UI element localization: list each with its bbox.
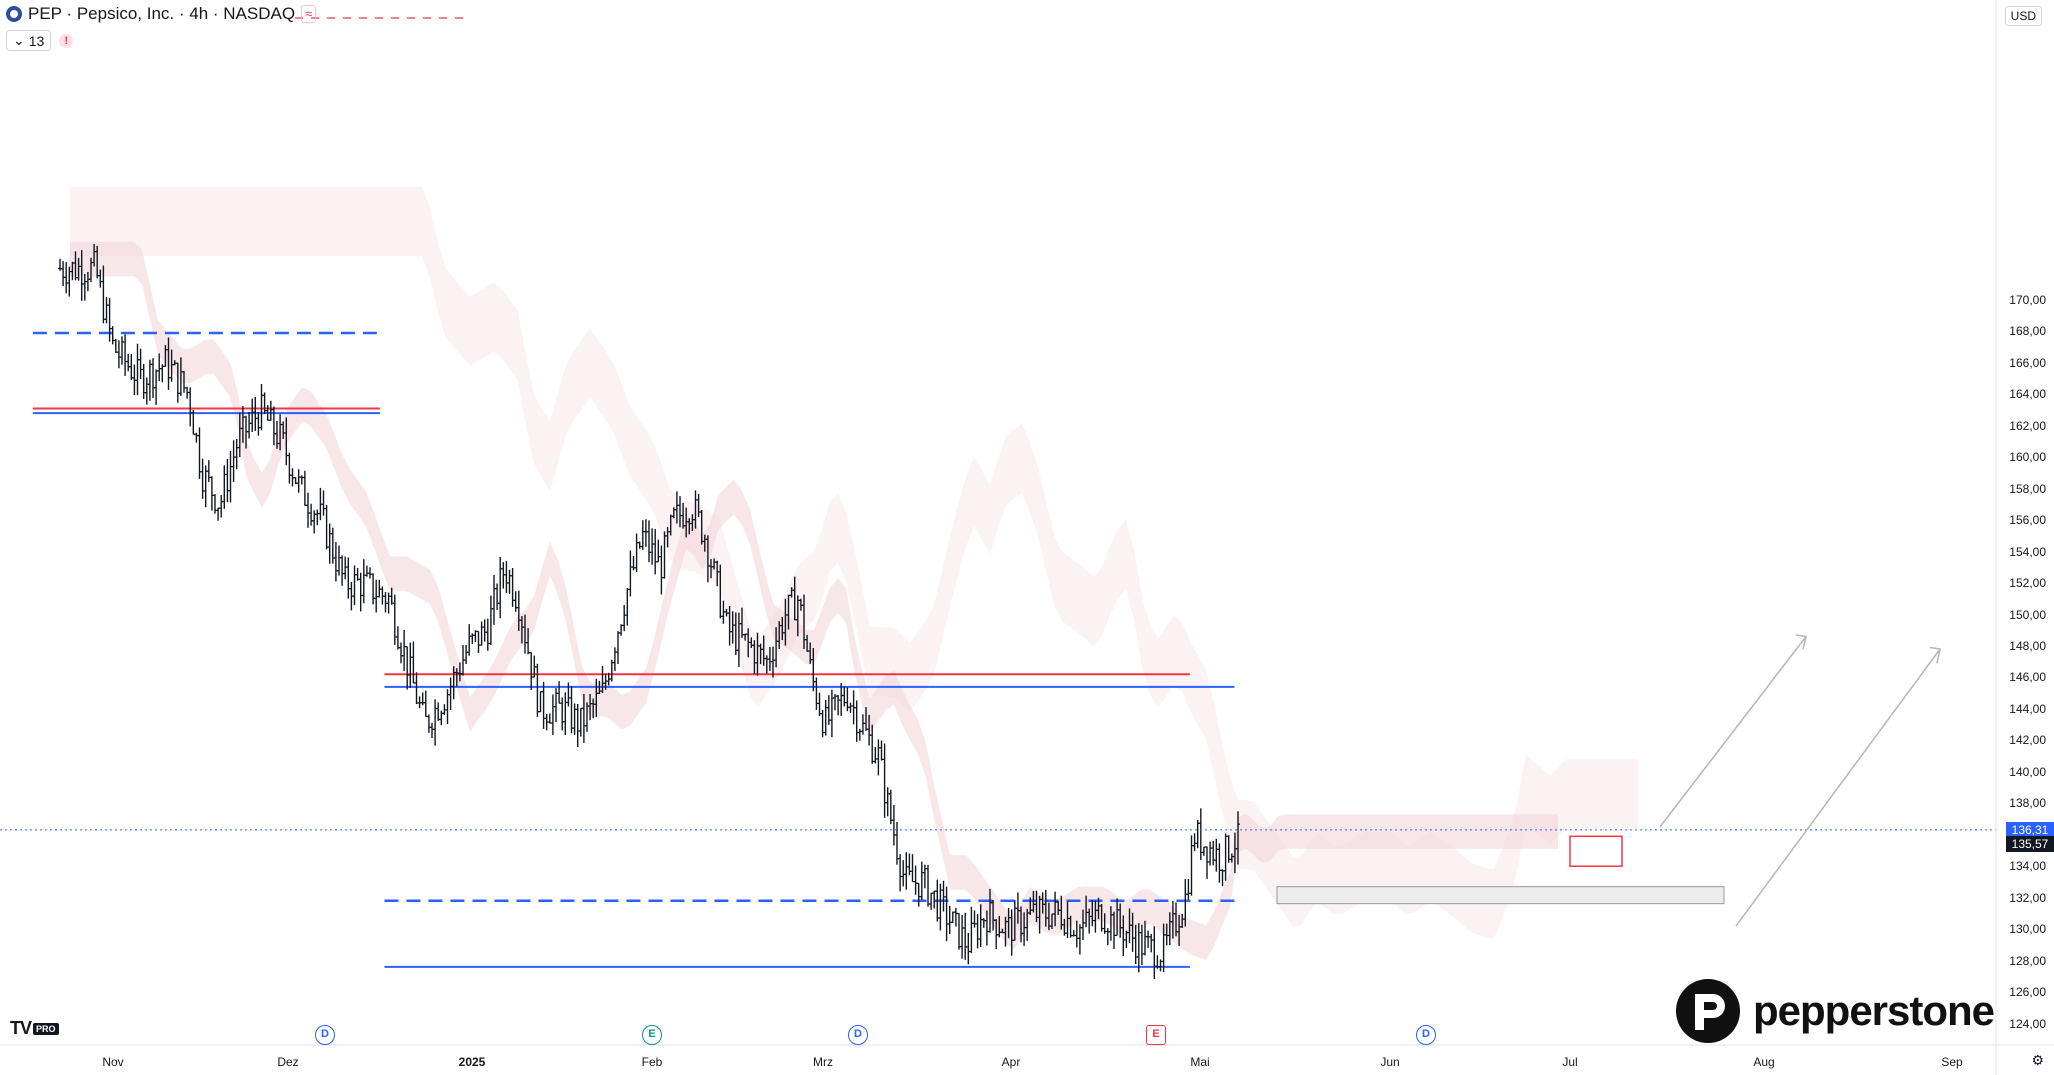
last-price-tag: 136,31 [2006, 821, 2054, 838]
symbol-header[interactable]: PEP · Pepsico, Inc. · 4h · NASDAQ ≈ [6, 4, 317, 24]
x-tick-label: Nov [102, 1055, 124, 1069]
chevron-down-icon: ⌄ [13, 32, 25, 48]
event-marker[interactable]: D [315, 1025, 335, 1045]
y-tick-label: 142,00 [2009, 733, 2046, 748]
event-marker[interactable]: D [848, 1025, 868, 1045]
y-tick-label: 146,00 [2009, 670, 2046, 685]
indicator-toggle[interactable]: ⌄ 13 [6, 30, 52, 51]
x-tick-label: Jul [1562, 1055, 1578, 1069]
x-tick-label: Sep [1941, 1055, 1963, 1069]
y-tick-label: 152,00 [2009, 576, 2046, 591]
consolidation-box [1276, 886, 1725, 905]
x-tick-label: Jun [1380, 1055, 1400, 1069]
event-marker[interactable]: E [642, 1025, 662, 1045]
y-tick-label: 138,00 [2009, 796, 2046, 811]
x-tick-label: Apr [1001, 1055, 1021, 1069]
arrow-head [1929, 646, 1941, 664]
y-tick-label: 168,00 [2009, 324, 2046, 339]
breakout-range-box [1569, 835, 1623, 867]
indicator-row: ⌄ 13 ! [6, 30, 74, 51]
pro-badge: PRO [33, 1023, 59, 1036]
pepperstone-p-icon [1676, 979, 1740, 1043]
y-tick-label: 164,00 [2009, 387, 2046, 402]
x-tick-label: Dez [277, 1055, 299, 1069]
projection-arrow [1659, 636, 1807, 828]
indicator-count: 13 [28, 32, 45, 49]
tradingview-mark: TV [10, 1018, 32, 1038]
support-resistance-levels [32, 331, 1235, 968]
projection-arrow [1735, 648, 1941, 927]
annotations [0, 17, 1996, 927]
y-tick-label: 124,00 [2009, 1016, 2046, 1031]
y-tick-label: 156,00 [2009, 513, 2046, 528]
tradingview-logo[interactable]: TV PRO [10, 1018, 59, 1039]
event-marker[interactable]: E [1146, 1025, 1166, 1045]
y-tick-label: 144,00 [2009, 701, 2046, 716]
y-tick-label: 132,00 [2009, 890, 2046, 905]
y-tick-label: 154,00 [2009, 544, 2046, 559]
symbol-title[interactable]: PEP · Pepsico, Inc. · 4h · NASDAQ [28, 4, 296, 23]
current-price-tag: 135,57 [2006, 835, 2054, 852]
currency-selector[interactable]: USD [2004, 6, 2042, 26]
y-tick-label: 166,00 [2009, 355, 2046, 370]
pepperstone-logo: pepperstone [1675, 978, 1995, 1044]
x-tick-label: Mai [1190, 1055, 1210, 1069]
x-tick-label: Mrz [813, 1055, 833, 1069]
event-marker[interactable]: D [1416, 1025, 1436, 1045]
slow-ma-band [70, 186, 1638, 939]
x-tick-label: 2025 [458, 1055, 486, 1069]
y-tick-label: 170,00 [2009, 292, 2046, 307]
pepperstone-wordmark: pepperstone [1753, 987, 1995, 1034]
y-tick-label: 126,00 [2009, 985, 2046, 1000]
moving-average-bands [70, 186, 1638, 960]
pepsico-logo-icon [6, 6, 22, 22]
alert-icon[interactable]: ! [59, 33, 74, 48]
x-tick-label: Aug [1753, 1055, 1775, 1069]
arrow-head [1795, 634, 1807, 650]
wave-icon[interactable]: ≈ [301, 5, 317, 23]
y-tick-label: 162,00 [2009, 418, 2046, 433]
gear-icon[interactable]: ⚙ [2031, 1052, 2044, 1068]
y-tick-label: 158,00 [2009, 481, 2046, 496]
y-tick-label: 134,00 [2009, 859, 2046, 874]
y-tick-label: 148,00 [2009, 638, 2046, 653]
y-tick-label: 128,00 [2009, 953, 2046, 968]
y-tick-label: 130,00 [2009, 922, 2046, 937]
y-tick-label: 150,00 [2009, 607, 2046, 622]
y-tick-label: 140,00 [2009, 764, 2046, 779]
y-tick-label: 160,00 [2009, 450, 2046, 465]
price-bars [58, 243, 1240, 980]
x-tick-label: Feb [641, 1055, 663, 1069]
